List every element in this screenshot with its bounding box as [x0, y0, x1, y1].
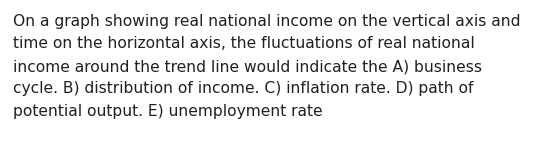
Text: potential output. E) unemployment rate: potential output. E) unemployment rate — [13, 104, 323, 119]
Text: time on the horizontal axis, the fluctuations of real national: time on the horizontal axis, the fluctua… — [13, 36, 475, 52]
Text: On a graph showing real national income on the vertical axis and: On a graph showing real national income … — [13, 14, 521, 29]
Text: income around the trend line would indicate the A) business: income around the trend line would indic… — [13, 59, 482, 74]
Text: cycle. B) distribution of income. C) inflation rate. D) path of: cycle. B) distribution of income. C) inf… — [13, 81, 474, 97]
